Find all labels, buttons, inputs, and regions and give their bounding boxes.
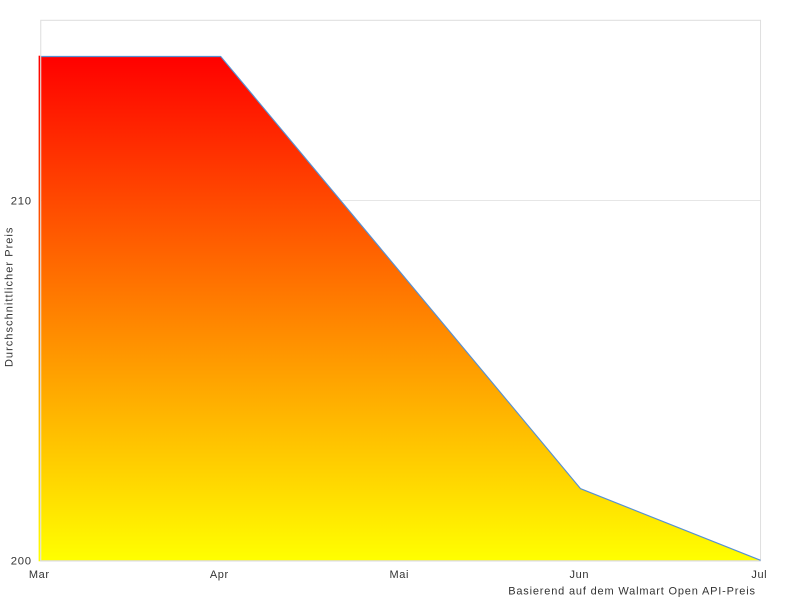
svg-text:Mai: Mai [390,569,410,581]
svg-text:Apr: Apr [210,569,229,581]
svg-text:Mar: Mar [29,569,50,581]
svg-text:Jun: Jun [570,569,590,581]
svg-text:Jul: Jul [751,569,767,581]
svg-text:210: 210 [11,195,32,207]
svg-text:Durchschnittlicher Preis: Durchschnittlicher Preis [4,227,16,368]
svg-text:Basierend auf dem Walmart Open: Basierend auf dem Walmart Open API-Preis [508,586,756,598]
svg-text:200: 200 [11,555,32,567]
